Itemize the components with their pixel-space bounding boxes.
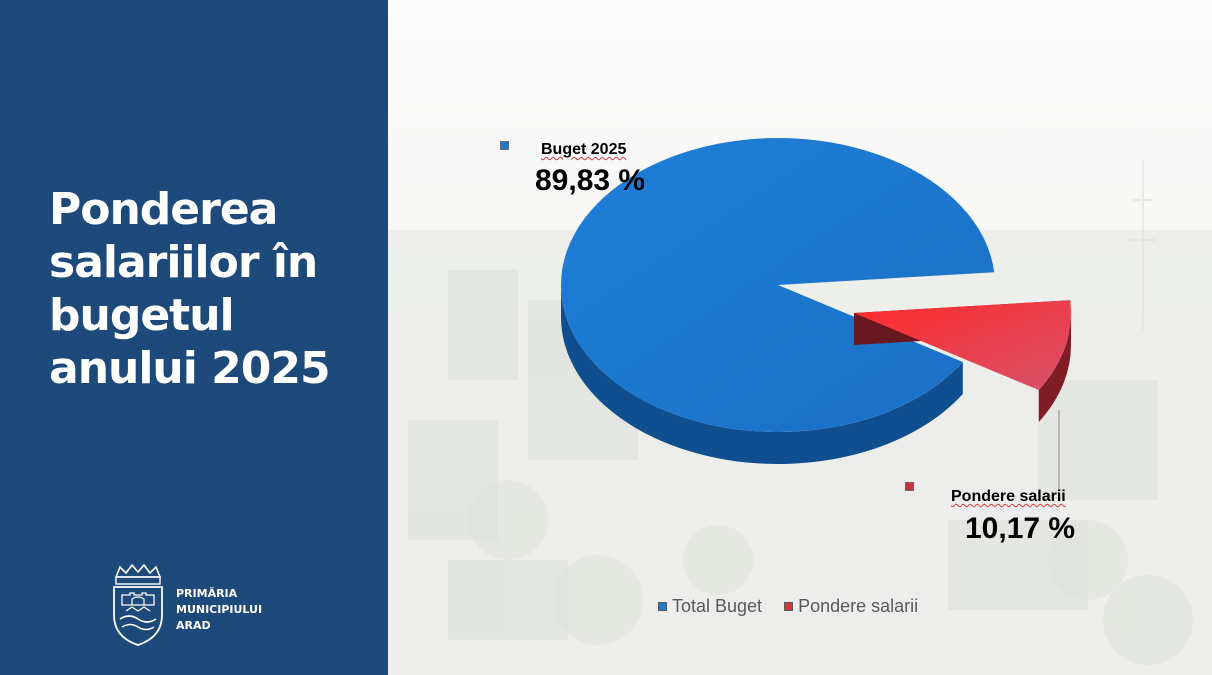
slide-title: Ponderea salariilor în bugetul anului 20… — [49, 183, 369, 395]
institution-line-3: ARAD — [176, 619, 211, 632]
title-line-4: anului 2025 — [49, 343, 331, 394]
legend-label-total: Total Buget — [672, 596, 763, 616]
pie-slice-total-buget-top — [561, 137, 995, 432]
legend-item-total: Total Buget — [658, 596, 762, 617]
pie-slice-pondere-salarii-side — [1038, 313, 1071, 423]
pie-slice-pondere-salarii — [854, 300, 1071, 423]
label-marker-buget — [500, 141, 509, 150]
institution-line-1: PRIMĂRIA — [176, 587, 238, 600]
legend-item-salarii: Pondere salarii — [784, 596, 918, 617]
slice-label-salarii: Pondere salarii — [951, 488, 1066, 505]
pie-slice-total-buget-side — [561, 285, 963, 465]
chart-area: Buget 2025 89,83 % Pondere salarii 10,17… — [388, 0, 1212, 675]
coat-of-arms-icon — [113, 563, 163, 646]
title-line-2: salariilor în — [49, 237, 318, 288]
title-line-1: Ponderea — [49, 184, 278, 235]
slice-value-salarii: 10,17 % — [965, 512, 1076, 545]
legend-swatch-red — [784, 602, 794, 611]
pie-slice-total-buget — [561, 137, 995, 465]
pie-slice-pondere-salarii-top — [854, 300, 1071, 391]
legend-swatch-blue — [658, 602, 667, 611]
label-marker-salarii — [905, 482, 914, 491]
chart-legend: Total Buget Pondere salarii — [658, 596, 918, 617]
title-line-3: bugetul — [49, 290, 235, 341]
pie-chart — [561, 137, 1071, 490]
title-panel: Ponderea salariilor în bugetul anului 20… — [0, 0, 388, 675]
slice-value-buget: 89,83 % — [535, 164, 646, 197]
institution-line-2: MUNICIPIULUI — [176, 603, 263, 616]
slice-label-buget: Buget 2025 — [541, 141, 627, 158]
legend-label-salarii: Pondere salarii — [798, 596, 919, 616]
institution-name: PRIMĂRIA MUNICIPIULUI ARAD — [176, 586, 262, 634]
